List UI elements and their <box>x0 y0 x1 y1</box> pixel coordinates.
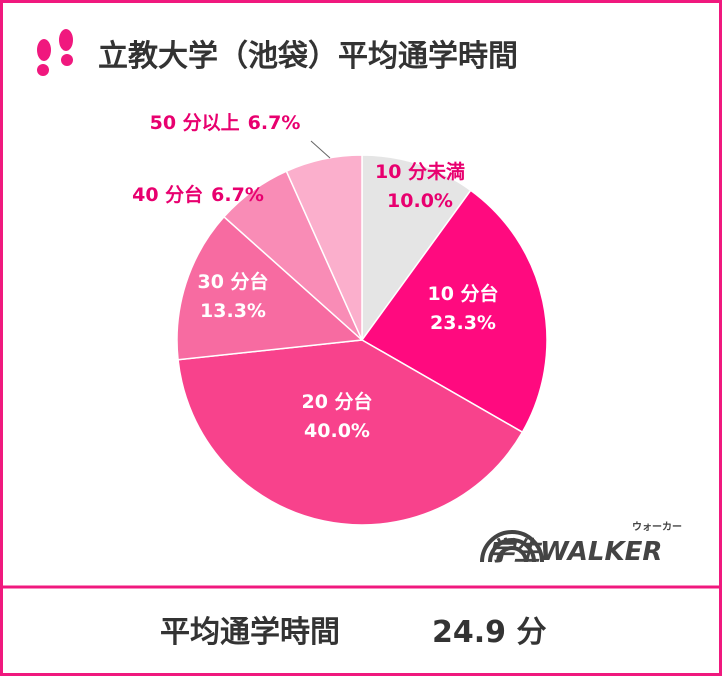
category-label: 40 分台 <box>132 183 203 206</box>
logo: 学生WALKER ウォーカー <box>480 521 682 567</box>
category-label: 10 分未満 <box>375 160 465 183</box>
value-label: 40.0% <box>304 420 370 442</box>
value-label: 6.7% <box>248 112 301 134</box>
value-label: 23.3% <box>430 312 496 334</box>
slice-label: 30 分台 13.3% <box>197 270 268 322</box>
slice-label: 50 分以上 6.7% <box>150 112 301 134</box>
category-label: 50 分以上 <box>150 112 240 134</box>
category-label: 30 分台 <box>197 270 268 293</box>
category-label: 20 分台 <box>301 390 372 413</box>
leader-line <box>310 140 331 159</box>
average-value: 24.9 分 <box>432 615 546 650</box>
value-label: 10.0% <box>387 190 453 212</box>
footprint-icon <box>37 29 73 76</box>
average-label: 平均通学時間 <box>160 615 340 650</box>
logo-text: 学生WALKER <box>488 537 662 567</box>
logo-reading: ウォーカー <box>632 521 682 533</box>
pie <box>176 154 548 526</box>
pie-slice <box>177 339 524 526</box>
pie-slice <box>285 154 363 341</box>
slice-label: 10 分未満 10.0% <box>375 160 465 212</box>
pie-slice <box>360 189 548 434</box>
chart-title: 立教大学（池袋）平均通学時間 <box>98 39 518 74</box>
category-label: 10 分台 <box>427 282 498 305</box>
pie-slice <box>176 215 364 361</box>
value-label: 6.7% <box>211 184 264 206</box>
slice-label: 20 分台 40.0% <box>301 390 372 442</box>
pie-slice <box>361 154 472 343</box>
slice-label: 10 分台 23.3% <box>427 282 498 334</box>
slice-label: 40 分台 6.7% <box>132 183 264 206</box>
value-label: 13.3% <box>200 300 266 322</box>
